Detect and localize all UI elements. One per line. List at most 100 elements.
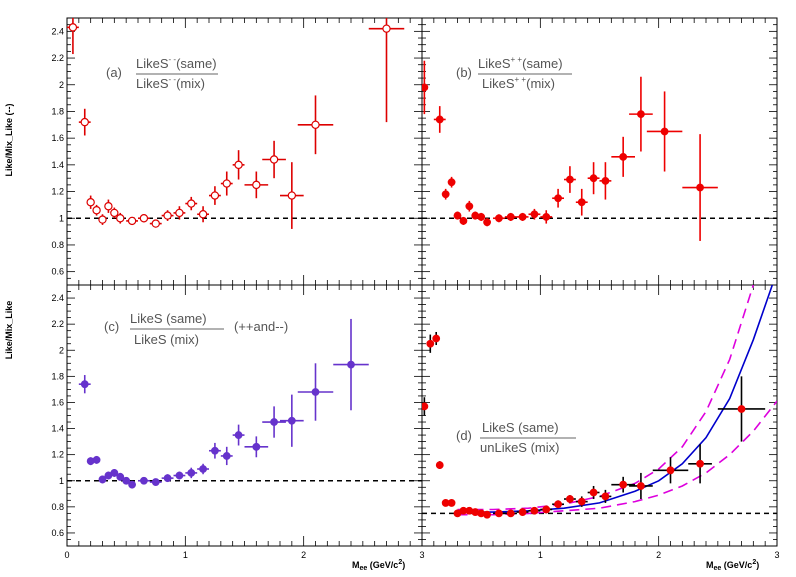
data-marker — [270, 418, 278, 426]
data-marker — [483, 218, 491, 227]
x-axis-title-right: Mee (GeV/c2) — [706, 559, 759, 572]
data-point — [599, 162, 612, 200]
panel-c-tag: (c) — [104, 319, 119, 334]
panel-a-denominator: LikeS- -(mix) — [136, 75, 205, 91]
panel-b-tag: (b) — [456, 65, 472, 80]
data-point — [587, 162, 600, 195]
panel-a-label: (a) LikeS- -(same) LikeS- -(mix) — [106, 55, 218, 91]
data-point — [209, 186, 221, 205]
data-point — [629, 76, 653, 152]
data-point — [453, 509, 462, 518]
data-point — [297, 363, 334, 421]
data-marker — [252, 180, 261, 190]
y-tick-label: 1.6 — [51, 133, 64, 143]
data-point — [552, 188, 564, 208]
data-point — [122, 476, 131, 485]
panel-b-denominator: LikeS+ +(mix) — [482, 75, 555, 91]
panel-d-data — [422, 285, 777, 519]
data-marker — [566, 175, 574, 184]
data-marker — [566, 495, 574, 503]
data-marker — [122, 476, 131, 485]
panel-a-tag: (a) — [106, 65, 122, 80]
data-point — [173, 471, 186, 480]
data-point — [92, 455, 101, 464]
y-tick-label: 1.8 — [51, 106, 64, 116]
data-marker — [127, 216, 137, 226]
y-tick-label: 0.6 — [51, 267, 64, 277]
data-point — [197, 206, 209, 223]
data-marker — [577, 198, 586, 207]
panel-a-data — [67, 18, 405, 229]
data-marker — [347, 360, 355, 369]
data-point — [540, 210, 553, 224]
data-point — [280, 394, 304, 447]
data-point — [432, 331, 441, 346]
panel-d-denominator: unLikeS (mix) — [480, 440, 559, 455]
y-tick-label: 1.4 — [51, 424, 64, 434]
data-marker — [518, 213, 527, 221]
x-tick-label: 3 — [774, 550, 779, 560]
data-marker — [269, 155, 279, 164]
x-tick-label: 2 — [301, 550, 306, 560]
data-point — [78, 375, 91, 394]
data-point — [629, 472, 653, 500]
data-marker — [506, 213, 515, 221]
data-point — [528, 506, 541, 515]
y-tick-label: 0.6 — [51, 528, 64, 538]
y-tick-label: 2.4 — [51, 26, 64, 36]
data-point — [86, 457, 95, 466]
data-marker — [637, 110, 645, 119]
data-point — [368, 18, 405, 123]
data-marker — [187, 469, 196, 477]
data-marker — [311, 120, 320, 130]
data-point — [652, 457, 689, 484]
data-marker — [660, 127, 669, 136]
data-point — [333, 318, 369, 411]
y-tick-label: 2 — [59, 345, 64, 355]
data-point — [161, 474, 174, 483]
data-point — [564, 495, 576, 503]
data-marker — [477, 213, 486, 221]
x-title-sup: 2 — [398, 559, 402, 566]
data-point — [185, 467, 198, 479]
data-marker — [98, 475, 107, 484]
data-marker — [696, 183, 704, 192]
data-marker — [577, 497, 586, 506]
data-marker — [98, 215, 107, 224]
data-point — [483, 510, 491, 519]
data-marker — [495, 214, 503, 223]
x-tick-label: 3 — [419, 550, 424, 560]
panel-d-tag: (d) — [456, 428, 472, 443]
data-marker — [287, 191, 297, 200]
data-marker — [601, 492, 610, 501]
data-point — [422, 60, 429, 115]
data-marker — [110, 208, 119, 218]
data-marker — [104, 202, 113, 211]
data-marker — [589, 174, 598, 183]
panel-c-denominator: LikeS (mix) — [134, 332, 199, 347]
data-point — [575, 188, 588, 216]
y-tick-label: 2.2 — [51, 319, 64, 329]
data-marker — [252, 442, 261, 451]
data-point — [552, 500, 564, 509]
data-marker — [542, 505, 551, 514]
left-y-axis-title: Like/Mix_Like (--) — [4, 103, 14, 176]
panel-b-numerator: LikeS+ +(same) — [478, 55, 563, 71]
data-point — [575, 496, 588, 507]
data-point — [441, 188, 450, 200]
data-marker — [140, 476, 148, 485]
x-title-sub: ee — [360, 565, 368, 572]
data-point — [116, 472, 125, 481]
data-point — [504, 509, 517, 518]
data-point — [209, 442, 221, 459]
data-point — [465, 506, 474, 515]
data-point — [197, 463, 209, 475]
data-point — [262, 140, 286, 179]
panel-c-label: (c) LikeS (same) LikeS (mix) (++and--) — [104, 311, 288, 347]
data-marker — [435, 115, 444, 124]
data-point — [477, 509, 486, 518]
data-point — [149, 219, 162, 228]
data-point — [92, 204, 101, 216]
data-point — [98, 475, 107, 484]
